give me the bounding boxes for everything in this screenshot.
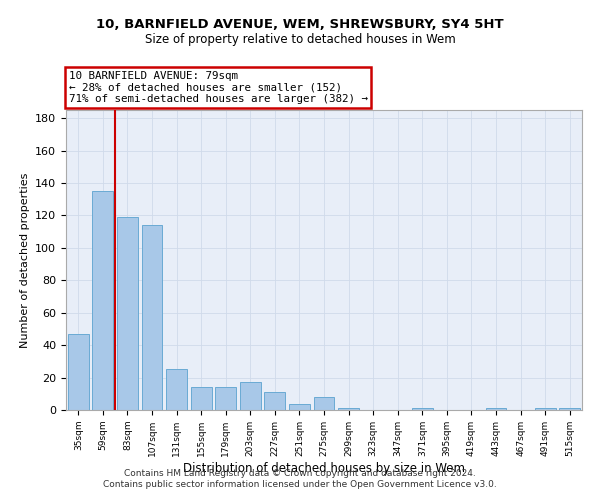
Bar (68, 334, 89, 410)
X-axis label: Distribution of detached houses by size in Wem: Distribution of detached houses by size … (183, 462, 465, 474)
Y-axis label: Number of detached properties: Number of detached properties (20, 172, 29, 348)
Bar (289, 404, 310, 410)
Bar (142, 225, 163, 410)
Text: Size of property relative to detached houses in Wem: Size of property relative to detached ho… (145, 32, 455, 46)
Bar (240, 382, 261, 410)
Bar (412, 408, 433, 410)
Bar (92, 191, 113, 410)
Bar (535, 408, 556, 410)
Bar (117, 217, 138, 410)
Text: Contains HM Land Registry data © Crown copyright and database right 2024.: Contains HM Land Registry data © Crown c… (124, 468, 476, 477)
Bar (191, 388, 212, 410)
Bar (338, 408, 359, 410)
Bar (215, 388, 236, 410)
Bar (265, 392, 286, 410)
Bar (166, 370, 187, 410)
Text: Contains public sector information licensed under the Open Government Licence v3: Contains public sector information licen… (103, 480, 497, 489)
Bar (485, 408, 506, 410)
Bar (559, 408, 580, 410)
Text: 10 BARNFIELD AVENUE: 79sqm
← 28% of detached houses are smaller (152)
71% of sem: 10 BARNFIELD AVENUE: 79sqm ← 28% of deta… (68, 71, 368, 104)
Text: 10, BARNFIELD AVENUE, WEM, SHREWSBURY, SY4 5HT: 10, BARNFIELD AVENUE, WEM, SHREWSBURY, S… (96, 18, 504, 30)
Bar (314, 397, 334, 410)
